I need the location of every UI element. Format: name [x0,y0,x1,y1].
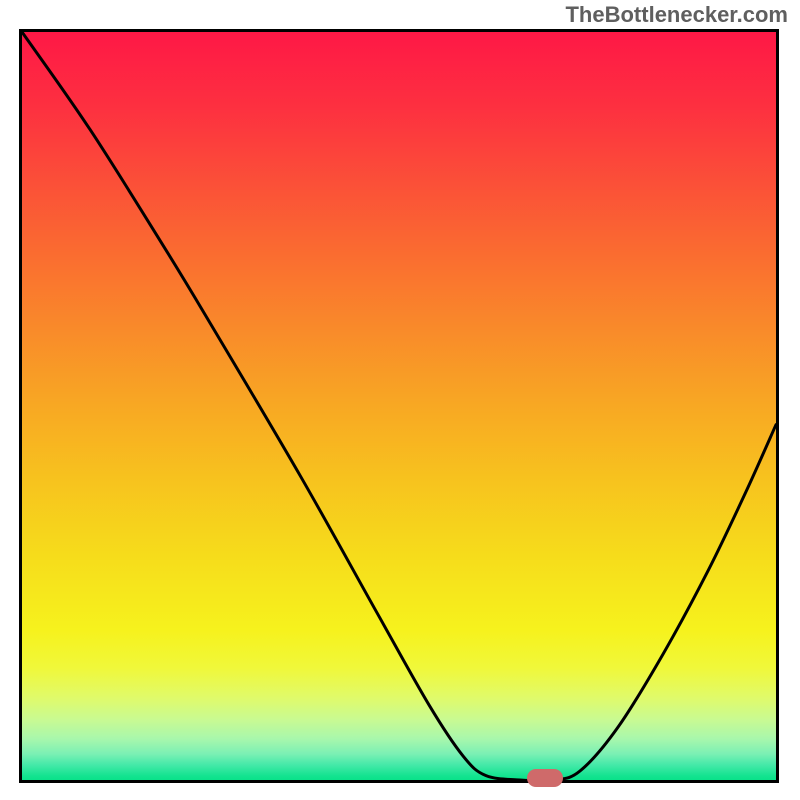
bottleneck-curve [22,32,776,780]
watermark-text: TheBottlenecker.com [565,2,788,28]
bottleneck-marker [527,769,563,787]
plot-area [19,29,779,783]
chart-stage: TheBottlenecker.com [0,0,800,800]
curve-path [22,32,776,781]
